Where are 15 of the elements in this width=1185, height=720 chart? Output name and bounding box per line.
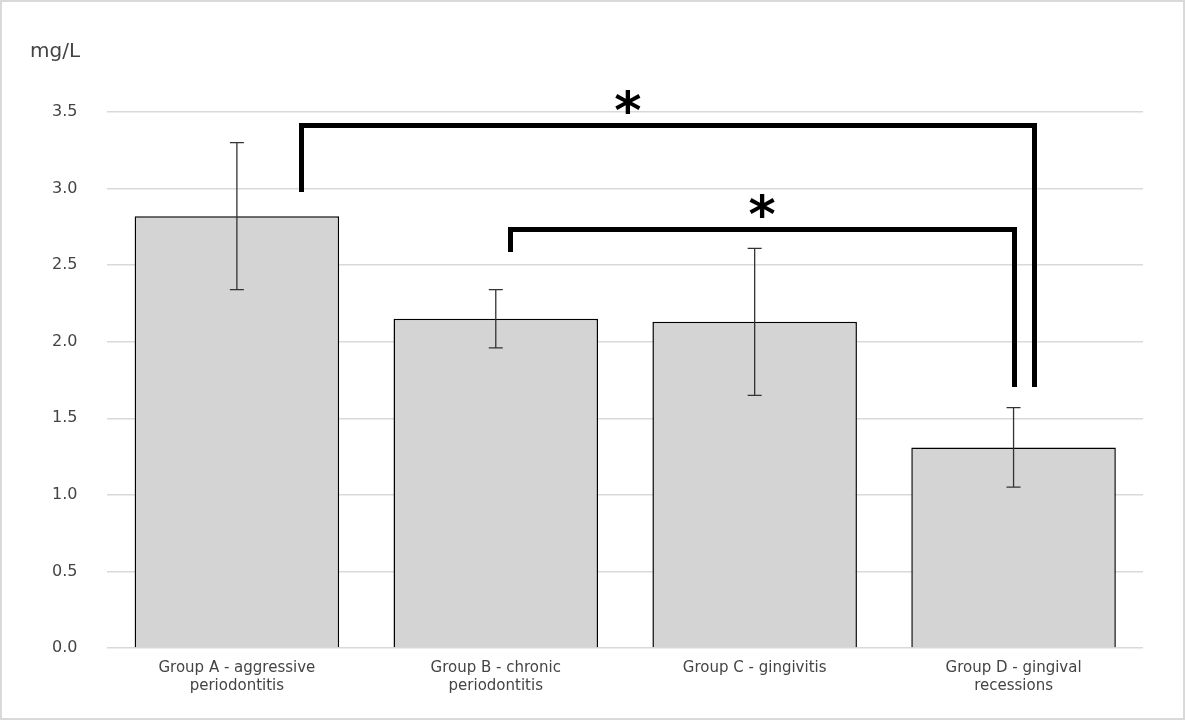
y-tick-label: 3.5 [51, 101, 78, 121]
x-tick-label: Group D - gingival recessions [945, 657, 1082, 694]
y-tick-label: 1.5 [51, 407, 78, 427]
x-tick-label: Group A - aggressive periodontitis [158, 657, 316, 694]
y-axis-title: mg/L [30, 38, 81, 63]
annotation: * [614, 79, 642, 140]
annotation: * [748, 183, 776, 244]
y-tick-label: 2.5 [51, 254, 78, 274]
y-tick-label: 2.0 [51, 330, 78, 350]
y-tick-label: 0.0 [51, 637, 78, 657]
x-tick-label: Group B - chronic periodontitis [430, 657, 561, 694]
x-tick-label: Group C - gingivitis [682, 657, 827, 676]
y-tick-label: 0.5 [51, 560, 78, 580]
y-tick-label: 1.0 [51, 484, 78, 504]
y-tick-label: 3.0 [51, 177, 78, 197]
